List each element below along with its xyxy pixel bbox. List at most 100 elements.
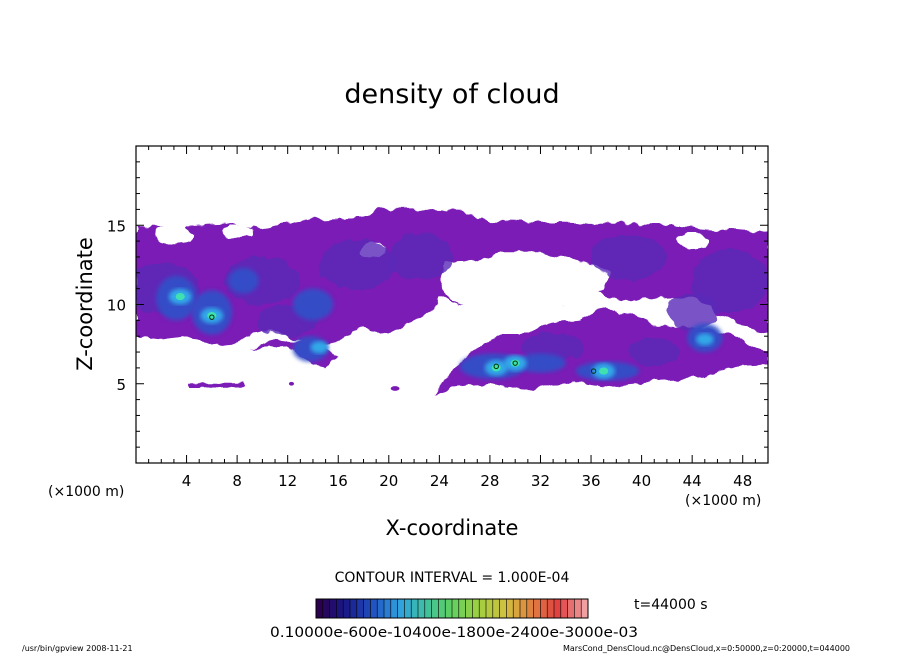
x-unit-right: (×1000 m) xyxy=(685,493,761,509)
cloud-gap xyxy=(676,233,708,250)
colorbar-frame xyxy=(315,598,589,619)
y-tick-labels: 5 10 15 xyxy=(107,217,126,394)
colorbar-segment xyxy=(329,599,337,618)
colorbar-segment xyxy=(390,599,399,618)
colorbar-segment xyxy=(343,599,351,618)
y-tick-label: 10 xyxy=(107,297,126,315)
y-axis-label: Z-coordinate xyxy=(73,237,97,371)
colorbar-segment xyxy=(397,599,405,618)
colorbar-labels: 0.10000e-600e-10400e-1800e-2400e-3000e-0… xyxy=(270,625,638,641)
x-tick-label: 36 xyxy=(581,472,600,490)
x-tick-label: 48 xyxy=(733,472,752,490)
x-tick-label: 24 xyxy=(430,472,449,490)
cloud-gap xyxy=(153,225,195,245)
colorbar-segment xyxy=(431,599,439,618)
contour-interval-label: CONTOUR INTERVAL = 1.000E-04 xyxy=(335,570,570,586)
density-medium-low xyxy=(666,291,718,330)
colorbar-segment xyxy=(574,599,582,618)
chart-title: density of cloud xyxy=(344,79,559,110)
colorbar-segment xyxy=(452,599,460,618)
density-hotspot xyxy=(695,333,714,346)
colorbar-segment xyxy=(424,599,433,618)
colorbar-segment xyxy=(506,599,514,618)
colorbar-segment xyxy=(547,599,555,618)
colorbar-segment xyxy=(384,599,392,618)
density-medium xyxy=(515,353,566,373)
density-peak xyxy=(510,359,520,367)
contour-line xyxy=(209,314,215,320)
contour-line xyxy=(493,363,499,370)
density-peak xyxy=(599,367,609,375)
colorbar-segment xyxy=(350,599,358,618)
density-medium-low xyxy=(628,337,680,367)
cloud-gap xyxy=(220,225,254,238)
density-medium-low xyxy=(388,233,452,281)
x-tick-label: 28 xyxy=(480,472,499,490)
colorbar xyxy=(315,599,589,618)
y-tick-label: 15 xyxy=(107,217,126,235)
x-tick-label: 20 xyxy=(379,472,398,490)
colorbar-segment xyxy=(540,599,548,618)
colorbar-segment xyxy=(520,599,528,618)
cloud-speck xyxy=(288,381,294,386)
colorbar-segment xyxy=(418,599,426,618)
cloud-band-lower xyxy=(433,307,768,395)
colorbar-segment xyxy=(479,599,487,618)
colorbar-segment xyxy=(567,599,575,618)
density-peak xyxy=(207,312,217,320)
axis-ticks xyxy=(136,146,768,463)
x-tick-label: 40 xyxy=(632,472,651,490)
colorbar-segment xyxy=(472,599,480,618)
colorbar-segment xyxy=(499,599,507,618)
colorbar-segment xyxy=(492,599,501,618)
y-tick-label: 5 xyxy=(116,376,126,394)
colorbar-segment xyxy=(370,599,378,618)
cloud-patch-small xyxy=(189,382,245,388)
colorbar-segment xyxy=(486,599,494,618)
density-medium xyxy=(292,288,334,321)
cloud-speck xyxy=(390,386,400,391)
x-axis-label: X-coordinate xyxy=(386,516,519,540)
footer-right: MarsCond_DensCloud.nc@DensCloud,x=0:5000… xyxy=(563,644,850,653)
time-label: t=44000 s xyxy=(634,597,708,613)
contour-line xyxy=(512,360,518,366)
colorbar-segment xyxy=(554,599,562,618)
x-tick-label: 4 xyxy=(182,472,192,490)
x-tick-label: 12 xyxy=(278,472,297,490)
clear-gap xyxy=(439,252,610,318)
colorbar-segment xyxy=(438,599,446,618)
density-medium-low xyxy=(319,239,396,291)
colorbar-segment xyxy=(404,599,412,618)
colorbar-segment xyxy=(445,599,453,618)
colorbar-segment xyxy=(322,599,331,618)
colorbar-segment xyxy=(458,599,467,618)
cloud-density-field xyxy=(136,209,768,395)
colorbar-segment xyxy=(533,599,541,618)
colorbar-segment xyxy=(411,599,419,618)
x-tick-label: 44 xyxy=(683,472,702,490)
x-unit-left: (×1000 m) xyxy=(48,484,124,500)
density-medium xyxy=(228,268,259,294)
density-peak xyxy=(491,364,501,372)
colorbar-segment xyxy=(377,599,385,618)
x-tick-label: 16 xyxy=(329,472,348,490)
density-peak xyxy=(175,293,185,301)
colorbar-segment xyxy=(336,599,344,618)
colorbar-segment xyxy=(356,599,365,618)
colorbar-segment xyxy=(526,599,535,618)
density-medium-low xyxy=(692,249,768,313)
density-hotspot xyxy=(310,341,329,354)
contour-line xyxy=(590,368,597,374)
colorbar-segment xyxy=(316,599,324,618)
x-tick-label: 32 xyxy=(531,472,550,490)
colorbar-segment xyxy=(513,599,521,618)
colorbar-segment xyxy=(465,599,473,618)
x-tick-labels: 4 8 12 16 20 24 28 32 36 40 44 48 xyxy=(182,472,752,490)
colorbar-segment xyxy=(581,599,589,618)
density-medium-low xyxy=(591,234,667,280)
footer-left: /usr/bin/gpview 2008-11-21 xyxy=(22,644,133,653)
x-tick-label: 8 xyxy=(232,472,242,490)
colorbar-segment xyxy=(560,599,569,618)
colorbar-segment xyxy=(363,599,371,618)
